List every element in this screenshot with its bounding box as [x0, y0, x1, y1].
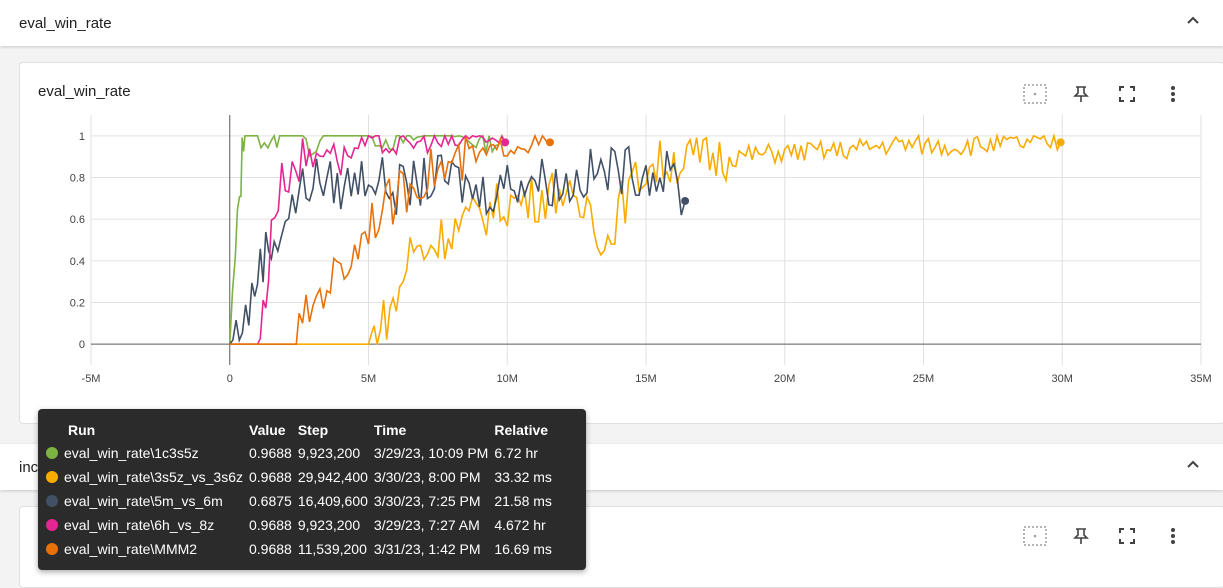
series-color-swatch [46, 447, 58, 459]
pin-icon[interactable] [1058, 81, 1104, 107]
tooltip-step: 9,923,200 [297, 517, 361, 533]
x-tick-label: 10M [497, 373, 518, 385]
series-line [229, 133, 551, 345]
section-title: eval_win_rate [19, 15, 112, 32]
tooltip-row: eval_win_rate\MMM2 0.9688 11,539,200 3/31/2… [46, 537, 558, 561]
tooltip-run: eval_win_rate\3s5z_vs_3s6z [46, 465, 249, 489]
header-value: Value [249, 422, 286, 438]
y-tick-label: 0 [79, 339, 85, 351]
tooltip-step: 16,409,600 [297, 493, 368, 509]
x-tick-label: 15M [635, 373, 656, 385]
tooltip-relative: 33.32 ms [494, 469, 552, 485]
tooltip-relative: 16.69 ms [494, 541, 552, 557]
header-run: Run [68, 422, 96, 438]
tooltip-run-label: eval_win_rate\6h_vs_8z [64, 517, 215, 533]
series-line [229, 133, 506, 345]
tooltip-value: 0.9688 [249, 541, 292, 557]
card-toolbar [1012, 523, 1196, 549]
card-title: eval_win_rate [38, 83, 131, 100]
x-tick-label: 20M [774, 373, 795, 385]
tooltip-row: eval_win_rate\6h_vs_8z 0.9688 9,923,200 3/2… [46, 513, 558, 537]
series-color-swatch [46, 495, 58, 507]
y-tick-label: 1 [79, 131, 85, 143]
tooltip-run-label: eval_win_rate\5m_vs_6m [64, 493, 223, 509]
tooltip-relative: 4.672 hr [494, 517, 546, 533]
tooltip-value: 0.6875 [249, 493, 292, 509]
y-tick-label: 0.8 [70, 173, 85, 185]
header-relative: Relative [494, 422, 549, 438]
tooltip-relative: 21.58 ms [494, 493, 552, 509]
tooltip-value: 0.9688 [249, 517, 292, 533]
tooltip-value: 0.9688 [249, 445, 292, 461]
x-tick-label: 0 [227, 373, 233, 385]
tooltip-run-label: eval_win_rate\1c3s5z [64, 445, 199, 461]
tooltip-run: eval_win_rate\1c3s5z [46, 441, 249, 465]
tooltip-row: eval_win_rate\3s5z_vs_3s6z 0.9688 29,942,4… [46, 465, 558, 489]
series-line [229, 133, 506, 345]
series-line [229, 132, 1062, 345]
tooltip-run: eval_win_rate\MMM2 [46, 537, 249, 561]
fullscreen-icon[interactable] [1104, 523, 1150, 549]
y-tick-label: 0.2 [70, 298, 85, 310]
header-time: Time [373, 422, 407, 438]
tooltip-table: Run Value Step Time Relative eval_win_ra… [46, 419, 558, 561]
pin-icon[interactable] [1058, 523, 1104, 549]
tooltip-time: 3/30/23, 7:25 PM [373, 493, 481, 509]
x-tick-label: 5M [361, 373, 376, 385]
tooltip-step: 9,923,200 [297, 445, 361, 461]
series-endpoint [681, 196, 690, 205]
hover-tooltip: Run Value Step Time Relative eval_win_ra… [38, 409, 586, 570]
series-endpoint [545, 138, 554, 147]
tooltip-time: 3/29/23, 10:09 PM [373, 445, 489, 461]
tooltip-run-label: eval_win_rate\MMM2 [64, 541, 198, 557]
tooltip-row: eval_win_rate\5m_vs_6m 0.6875 16,409,600 3/… [46, 489, 558, 513]
more-vert-icon[interactable] [1150, 523, 1196, 549]
x-tick-label: 25M [913, 373, 934, 385]
tooltip-value: 0.9688 [249, 469, 292, 485]
card-toolbar [1012, 81, 1196, 107]
series-color-swatch [46, 471, 58, 483]
tooltip-header-row: Run Value Step Time Relative [46, 419, 558, 441]
x-tick-label: 35M [1190, 373, 1211, 385]
line-chart[interactable]: 0 0.2 0.4 0.6 0.8 1 -5M 0 5M 10M 15M 20M 25M 30M 35M [70, 115, 1212, 395]
tooltip-time: 3/29/23, 7:27 AM [373, 517, 480, 533]
series-line [229, 145, 686, 345]
header-step: Step [297, 422, 329, 438]
more-vert-icon[interactable] [1150, 81, 1196, 107]
fit-domain-icon[interactable] [1012, 523, 1058, 549]
y-tick-label: 0.4 [70, 256, 85, 268]
tooltip-run: eval_win_rate\5m_vs_6m [46, 489, 249, 513]
tooltip-time: 3/31/23, 1:42 PM [373, 541, 481, 557]
tooltip-row: eval_win_rate\1c3s5z 0.9688 9,923,200 3/29/… [46, 441, 558, 465]
fit-domain-icon[interactable] [1012, 81, 1058, 107]
tooltip-time: 3/30/23, 8:00 PM [373, 469, 481, 485]
x-tick-label: -5M [82, 373, 101, 385]
chart-card: eval_win_rate 0 0.2 0.4 0.6 0.8 1 -5M 0 5M 10M 15M… [19, 62, 1223, 424]
series-color-swatch [46, 519, 58, 531]
tooltip-step: 11,539,200 [297, 541, 367, 557]
fullscreen-icon[interactable] [1104, 81, 1150, 107]
x-tick-label: 30M [1052, 373, 1073, 385]
tooltip-relative: 6.72 hr [494, 445, 538, 461]
tooltip-step: 29,942,400 [297, 469, 368, 485]
y-tick-label: 0.6 [70, 214, 85, 226]
tooltip-run-label: eval_win_rate\3s5z_vs_3s6z [64, 469, 243, 485]
section-header-eval-win-rate: eval_win_rate [0, 0, 1223, 46]
series-endpoint [501, 138, 510, 147]
tooltip-run: eval_win_rate\6h_vs_8z [46, 513, 249, 537]
series-endpoint [1056, 138, 1065, 147]
chevron-up-icon[interactable] [1185, 12, 1201, 28]
series-color-swatch [46, 543, 58, 555]
chevron-up-icon[interactable] [1185, 456, 1201, 472]
